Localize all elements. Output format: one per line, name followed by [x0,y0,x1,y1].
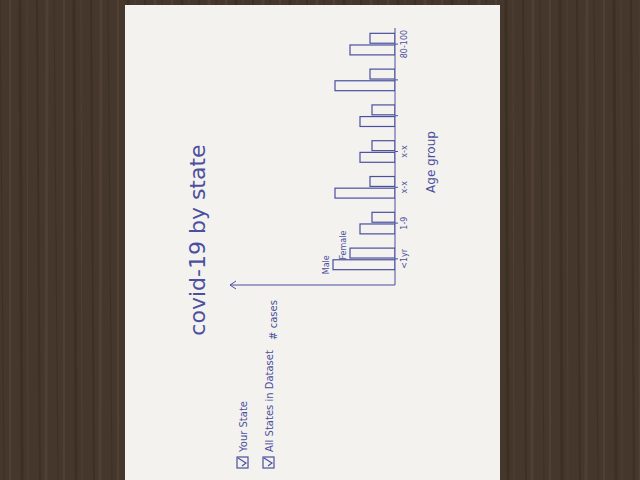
checkbox-control[interactable]: All States in Dataset [263,350,275,468]
wood-grain [46,0,47,480]
wood-grain [513,0,514,480]
bar [370,177,395,187]
wood-grain [91,0,94,480]
bar [372,141,395,151]
x-axis-title: Age group [424,131,438,193]
wood-grain [100,0,101,480]
bar [360,152,395,162]
checkbox[interactable] [237,457,248,468]
x-tick-label: 80-100 [400,30,409,58]
wood-grain [549,0,551,480]
wood-grain [81,0,82,480]
wood-grain [560,0,562,480]
background [0,0,640,480]
x-tick-mark [395,115,398,116]
checkmark [238,458,246,466]
bar [370,33,395,43]
x-tick: x-x [395,181,409,194]
x-tick [395,115,398,116]
x-tick-label: <1yr [400,248,409,269]
paper [125,5,500,480]
checkbox-control[interactable]: Your State [237,401,249,468]
wood-grain [567,0,568,480]
bar [360,224,395,234]
paper-sheet: covid-19 by state Your State All States in… [125,5,500,480]
chart-svg: covid-19 by state Your State All States in… [0,0,640,480]
title: covid-19 by state [185,144,210,335]
x-tick-mark [395,151,398,152]
x-axis-line [395,28,396,285]
x-tick: x-x [395,145,409,158]
x-tick-label: x-x [400,181,409,194]
wood-grain [532,0,533,480]
x-tick-mark [395,258,398,259]
bar [335,81,395,91]
y-axis-arrow [230,281,236,289]
x-tick-label: x-x [400,145,409,158]
x-axis: <1yr 1-9 x-x x-x 80-100 [395,28,409,285]
bar [372,105,395,115]
series-label: Male [322,255,331,274]
bar [370,69,395,79]
wood-grain [74,0,76,480]
wood-grain [523,0,526,480]
x-tick [395,79,398,80]
wood-grain [0,0,4,480]
wood-grain [594,0,598,480]
checkbox[interactable] [263,457,274,468]
wood-grain [621,0,622,480]
x-tick-label: 1-9 [400,217,409,230]
x-tick-mark [395,223,398,224]
y-axis-line [230,285,395,286]
wood-grain [577,0,580,480]
chart-container: covid-19 by state Your State All States in… [0,0,640,480]
bars [333,33,395,269]
wood-grain [20,0,22,480]
wood-grain [540,0,544,480]
x-tick-mark [395,44,398,45]
wood-grain [108,0,112,480]
series-label: Female [339,231,348,260]
checkbox-label: Your State [238,401,249,453]
wood-grain [54,0,58,480]
wood-grain [37,0,40,480]
x-tick-mark [395,187,398,188]
wood-grain [631,0,634,480]
wood-grain [9,0,11,480]
checkmark [264,458,272,466]
wood-grain [27,0,28,480]
checkbox-label: All States in Dataset [264,350,275,452]
bar [333,260,395,270]
bar [350,45,395,55]
wood-grain [506,0,508,480]
wood-grain [63,0,65,480]
wood-grain [603,0,605,480]
y-axis [230,285,395,286]
x-tick: 1-9 [395,217,409,230]
x-tick: <1yr [395,248,409,269]
bar [335,188,395,198]
bar [360,117,395,127]
x-tick-mark [395,79,398,80]
bar [350,248,395,258]
table-surface [0,0,640,480]
x-tick: 80-100 [395,30,409,58]
wood-grain [117,0,119,480]
wood-grain [586,0,587,480]
wood-grain [614,0,616,480]
bar [372,212,395,222]
y-axis-title: # cases [268,300,279,340]
